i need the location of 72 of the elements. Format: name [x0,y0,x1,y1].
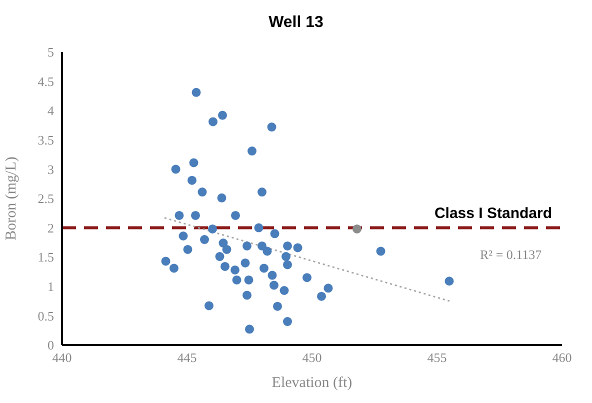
point [242,290,252,300]
point [222,244,232,254]
point [262,246,272,256]
point [170,264,178,273]
point [258,188,266,197]
point [242,241,252,250]
point [218,110,227,120]
point [200,235,209,244]
point [174,210,184,220]
point [231,210,240,220]
point [189,158,198,168]
point [283,241,292,250]
y-tick-label: 4.5 [38,74,54,89]
x-tick-label: 445 [177,350,197,366]
point [245,324,254,334]
point [282,252,290,262]
point [258,241,266,250]
point [240,258,250,268]
point [208,117,218,126]
y-tick-label: 2.5 [38,191,54,206]
point [248,146,256,156]
point [280,286,289,295]
x-tick-label: 455 [427,350,447,366]
point [302,273,312,282]
point [267,122,276,132]
point [230,265,240,274]
point [204,301,214,310]
x-tick-label: 440 [52,350,72,366]
point [178,232,188,241]
point [220,262,230,271]
x-tick-label: 450 [302,350,322,366]
point [183,244,192,254]
point [283,317,292,326]
chart-title: Well 13 [268,14,324,32]
y-tick-label: 0 [48,338,54,353]
ref-line-label: Class I Standard [434,204,552,222]
point [270,229,280,238]
point [192,88,201,97]
y-axis-title: Boron (mg/L) [3,156,20,240]
point [217,193,226,202]
point [260,264,268,273]
annotation: R² = 0.1137 [480,247,542,263]
point [208,224,217,234]
point [215,252,224,262]
point [268,270,277,280]
x-tick-label: 460 [552,350,572,366]
y-tick-label: 1 [48,279,54,294]
point [273,302,282,311]
point [191,210,200,220]
y-tick-label: 5 [48,44,54,60]
point [293,243,302,252]
point [317,292,326,301]
point [283,260,292,270]
y-tick-label: 3.5 [38,132,54,148]
y-tick-label: 4 [48,103,54,118]
y-tick-label: 1.5 [38,250,54,265]
point [444,276,454,286]
point [376,246,386,256]
point [171,164,180,174]
y-tick-label: 0.5 [38,308,54,324]
y-tick-label: 3 [48,162,54,177]
point [254,223,264,232]
point [244,275,254,284]
point [188,176,196,185]
point [161,256,170,266]
point [352,224,362,234]
y-tick-label: 2 [48,220,54,236]
point [198,188,207,197]
point [324,284,333,293]
point [232,275,242,284]
x-axis-title: Elevation (ft) [272,375,352,391]
point [270,280,278,290]
